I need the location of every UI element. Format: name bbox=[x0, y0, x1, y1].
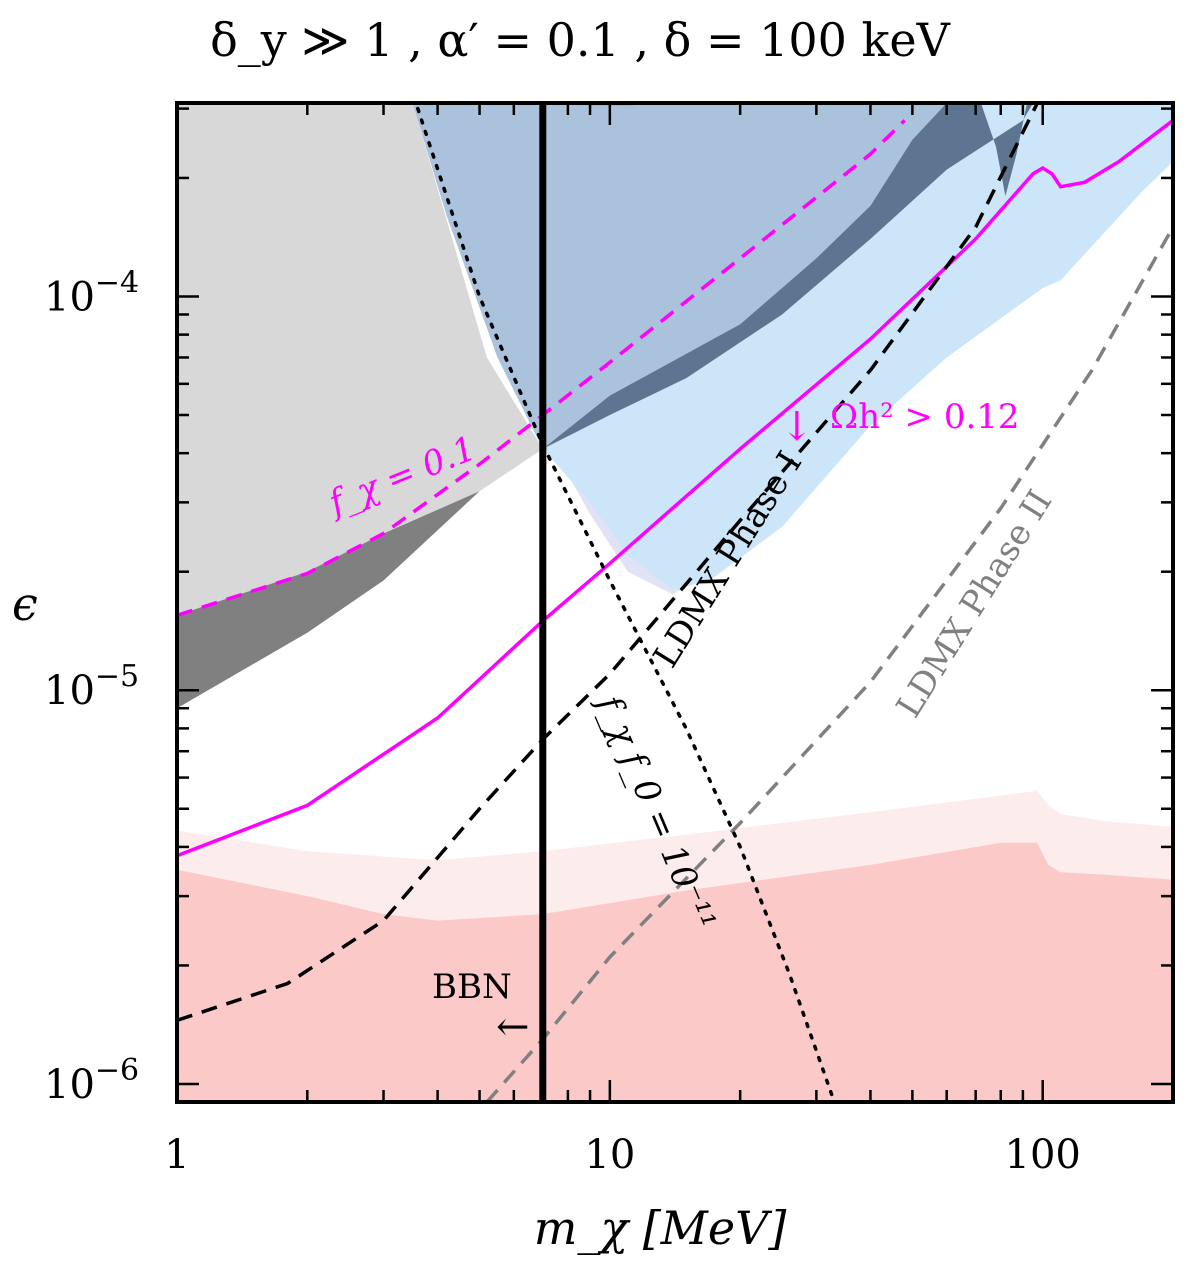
chart-title: δ_y ≫ 1 , α′ = 0.1 , δ = 100 keV bbox=[210, 13, 951, 67]
x-tick-label: 100 bbox=[1005, 1132, 1081, 1178]
x-tick-labels: 1 10 100 bbox=[164, 1132, 1081, 1178]
y-tick-exponent: −4 bbox=[95, 265, 139, 300]
bbn-label: BBN bbox=[432, 967, 512, 1007]
omega-arrow: ↓ bbox=[780, 404, 814, 450]
y-tick-mantissa: 10 bbox=[44, 274, 95, 320]
region-pink-excluded bbox=[177, 842, 1173, 1102]
series-relic-solid bbox=[177, 119, 1173, 858]
x-tick-label: 10 bbox=[584, 1132, 635, 1178]
plot-frame bbox=[175, 101, 1175, 1104]
region-dark-slate-excluded bbox=[542, 103, 1034, 449]
omega-label: Ωh² > 0.12 bbox=[830, 397, 1020, 437]
curves bbox=[177, 103, 1173, 1102]
y-tick-exponent: −6 bbox=[95, 1053, 139, 1088]
y-axis-label: ϵ bbox=[12, 577, 38, 631]
region-dark-gray-excluded bbox=[177, 448, 543, 709]
y-tick-exponent: −5 bbox=[95, 659, 139, 694]
series-ldmx-phase-2 bbox=[485, 226, 1173, 1102]
region-light-gray-excluded bbox=[177, 103, 543, 616]
x-tick-label: 1 bbox=[164, 1132, 189, 1178]
excluded-regions bbox=[177, 103, 1173, 1102]
y-tick-label: 10−4 bbox=[44, 265, 139, 320]
y-tick-label: 10−5 bbox=[44, 659, 139, 714]
y-tick-labels: 10−610−510−4 bbox=[44, 265, 139, 1108]
x-axis-label: m_χ [MeV] bbox=[534, 1201, 787, 1255]
series-ldmx-phase-1 bbox=[177, 103, 1040, 1023]
bbn-arrow: ← bbox=[496, 1004, 530, 1050]
y-tick-label: 10−6 bbox=[44, 1053, 139, 1108]
axis-ticks bbox=[175, 103, 1175, 1104]
y-tick-mantissa: 10 bbox=[44, 668, 95, 714]
y-tick-mantissa: 10 bbox=[44, 1062, 95, 1108]
